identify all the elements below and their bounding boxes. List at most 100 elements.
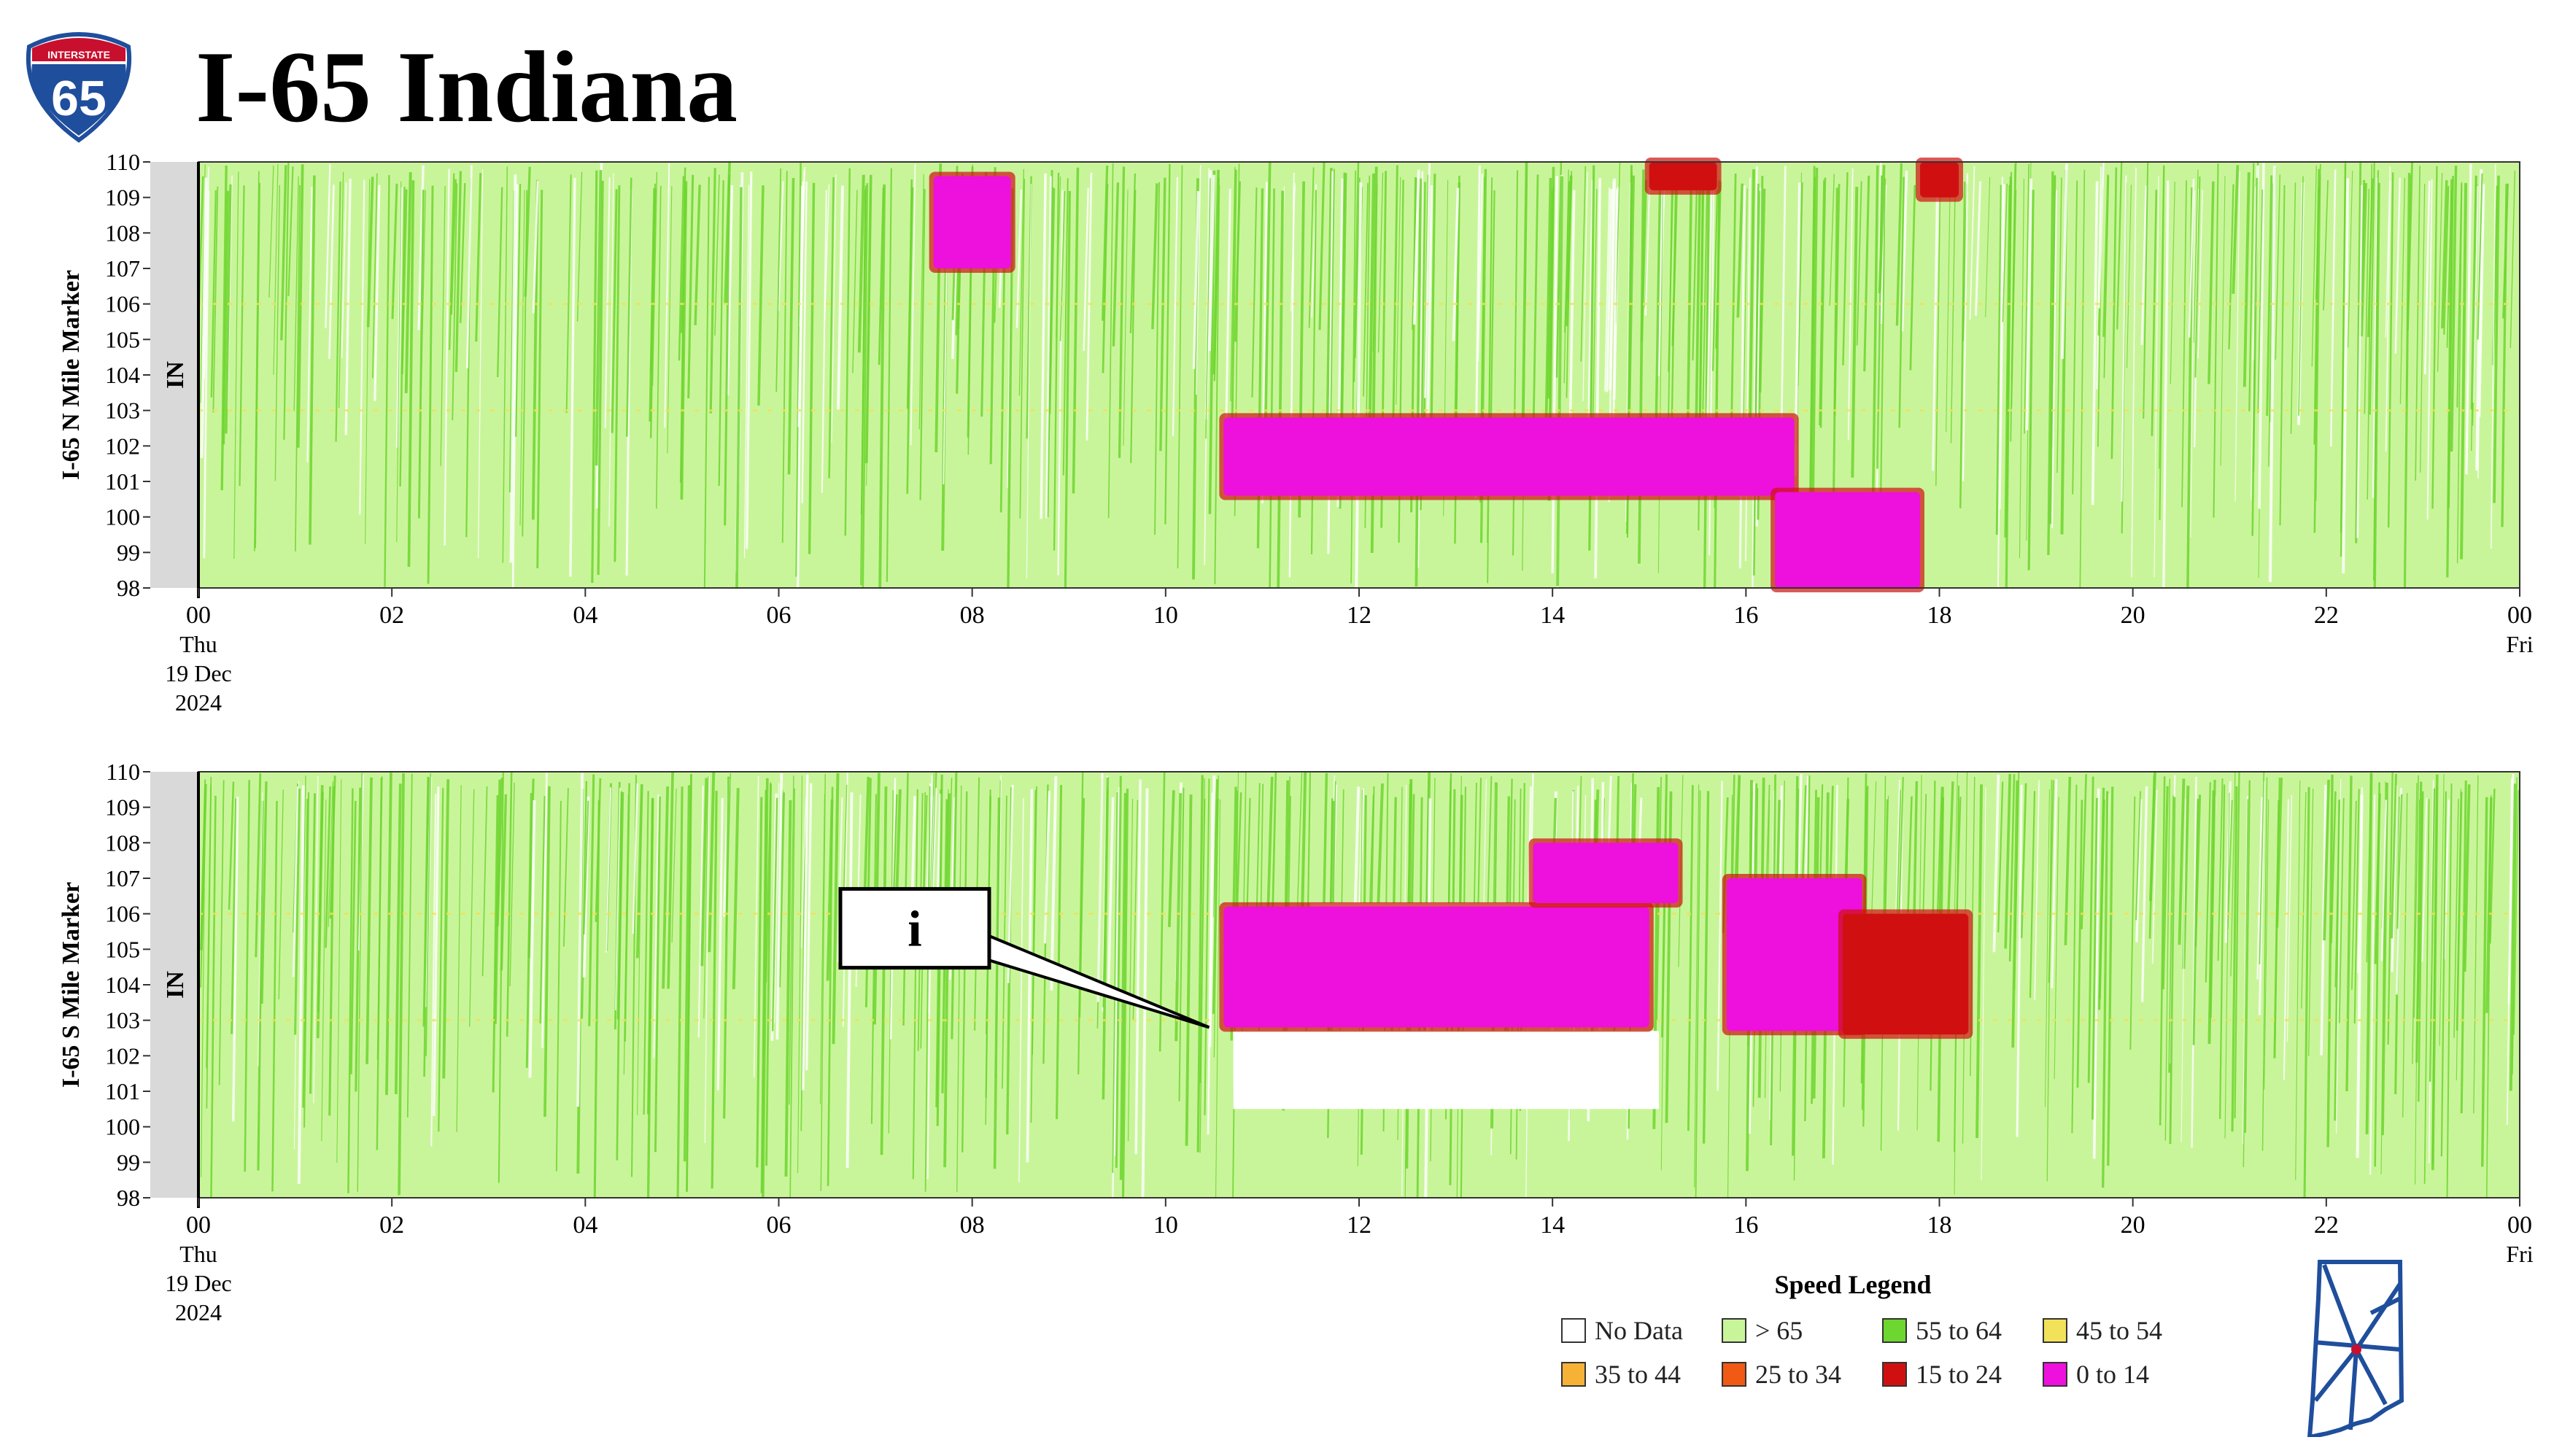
speed-55-64-streak — [820, 773, 827, 1191]
speed-55-64-streak — [2387, 172, 2394, 528]
no-data-streak — [608, 173, 614, 527]
speed-55-64-streak — [723, 776, 730, 1119]
speed-55-64-streak — [2151, 190, 2158, 436]
speed-55-64-streak — [2143, 162, 2149, 419]
speed-55-64-streak — [1703, 169, 1711, 589]
x-tick-label: 12 — [1347, 602, 1371, 629]
legend-item-0-to-14: 0 to 14 — [2043, 1359, 2203, 1390]
speed-55-64-streak — [1213, 775, 1219, 1058]
y-tick-label: 103 — [105, 398, 140, 424]
speed-55-64-streak — [396, 181, 402, 543]
speed-55-64-streak — [2182, 786, 2190, 969]
speed-55-64-streak — [2355, 163, 2362, 543]
speed-55-64-streak — [2415, 781, 2423, 1063]
no-data-streak — [1609, 178, 1617, 390]
speed-55-64-streak — [1742, 188, 1748, 455]
no-data-streak — [1057, 190, 1064, 576]
speed-55-64-streak — [469, 789, 475, 1027]
speed-55-64-streak — [366, 177, 374, 328]
speed-55-64-streak — [2275, 174, 2281, 360]
speed-55-64-streak — [1064, 190, 1071, 589]
speed-55-64-streak — [2020, 783, 2027, 939]
legend-swatch — [1882, 1318, 1907, 1343]
no-data-streak — [2283, 799, 2289, 1080]
y-tick-label: 98 — [117, 575, 140, 601]
speed-55-64-streak — [860, 185, 867, 515]
legend-label: No Data — [1595, 1316, 1683, 1345]
speed-55-64-streak — [2431, 166, 2438, 509]
speed-55-64-streak — [595, 778, 602, 922]
no-data-streak — [2357, 787, 2364, 973]
x-tick-label: 22 — [2314, 602, 2339, 629]
no-data-streak — [465, 165, 473, 368]
speed-55-64-streak — [1842, 172, 1849, 365]
speed-55-64-streak — [1995, 185, 2003, 535]
speed-55-64-streak — [1158, 772, 1166, 1052]
speed-55-64-streak — [407, 180, 415, 568]
speed-55-64-streak — [2076, 799, 2083, 1088]
speed-55-64-streak — [993, 797, 1001, 1169]
y-tick-label: 109 — [105, 794, 140, 821]
no-data-streak — [2507, 773, 2515, 1004]
no-data-streak — [837, 185, 844, 410]
speed-55-64-streak — [667, 185, 673, 454]
direction-band-label: IN — [162, 361, 189, 389]
speed-55-64-streak — [562, 788, 569, 947]
speed-55-64-streak — [2107, 786, 2114, 1166]
speed-55-64-streak — [2440, 791, 2447, 1157]
speed-55-64-streak — [539, 796, 546, 1024]
speed-55-64-streak — [1059, 190, 1066, 341]
no-data-streak — [604, 177, 611, 428]
no-data-streak — [2369, 794, 2376, 1175]
speed-55-64-streak — [257, 800, 264, 1171]
y-tick-label: 110 — [106, 149, 140, 175]
legend-item-15-to-24: 15 to 24 — [1882, 1359, 2043, 1390]
no-data-streak — [1224, 188, 1231, 448]
speed-55-64-streak — [1796, 172, 1802, 446]
speed-55-64-streak — [597, 180, 604, 576]
speed-55-64-streak — [522, 190, 528, 537]
speed-55-64-streak — [2168, 795, 2175, 1073]
speed-55-64-streak — [296, 164, 304, 448]
speed-55-64-streak — [1115, 775, 1122, 1169]
congestion-region — [1726, 878, 1862, 1031]
speed-55-64-streak — [1396, 177, 1401, 405]
no-data-streak — [1172, 177, 1178, 436]
speed-55-64-streak — [646, 799, 654, 1198]
no-data-streak — [2394, 177, 2401, 354]
no-data-streak — [1040, 173, 1047, 519]
speed-55-64-streak — [2218, 784, 2226, 1119]
speed-55-64-streak — [1164, 163, 1171, 524]
no-data-streak — [797, 181, 805, 427]
speed-55-64-streak — [302, 799, 309, 1108]
speed-55-64-streak — [384, 174, 390, 587]
speed-55-64-streak — [2413, 775, 2419, 1018]
no-data-streak — [1997, 177, 2003, 589]
no-data-streak — [845, 792, 854, 1169]
speed-55-64-streak — [280, 165, 287, 341]
speed-55-64-streak — [687, 174, 694, 399]
speed-55-64-streak — [1736, 183, 1744, 318]
speed-55-64-streak — [309, 793, 317, 1094]
speed-55-64-streak — [694, 185, 701, 325]
y-tick-label: 102 — [105, 433, 140, 459]
speed-55-64-streak — [662, 786, 670, 989]
speed-55-64-streak — [2396, 794, 2403, 929]
speed-55-64-streak — [2230, 772, 2236, 977]
no-data-streak — [2197, 190, 2203, 359]
no-data-streak — [1026, 789, 1034, 1163]
speed-55-64-streak — [819, 794, 825, 1104]
y-tick-label: 106 — [105, 901, 140, 927]
no-data-streak — [313, 776, 319, 1104]
legend-label: > 65 — [1755, 1316, 1803, 1345]
speed-55-64-streak — [655, 185, 662, 509]
no-data-streak — [1417, 171, 1424, 569]
speed-55-64-streak — [1871, 165, 1879, 495]
x-tick-label: 18 — [1927, 1212, 1952, 1239]
legend-label: 35 to 44 — [1595, 1360, 1682, 1389]
speed-55-64-streak — [862, 183, 869, 589]
speed-55-64-streak — [1687, 785, 1694, 1131]
speed-55-64-streak — [317, 791, 324, 1012]
y-tick-label: 107 — [105, 255, 140, 282]
speed-55-64-streak — [1204, 778, 1210, 1115]
